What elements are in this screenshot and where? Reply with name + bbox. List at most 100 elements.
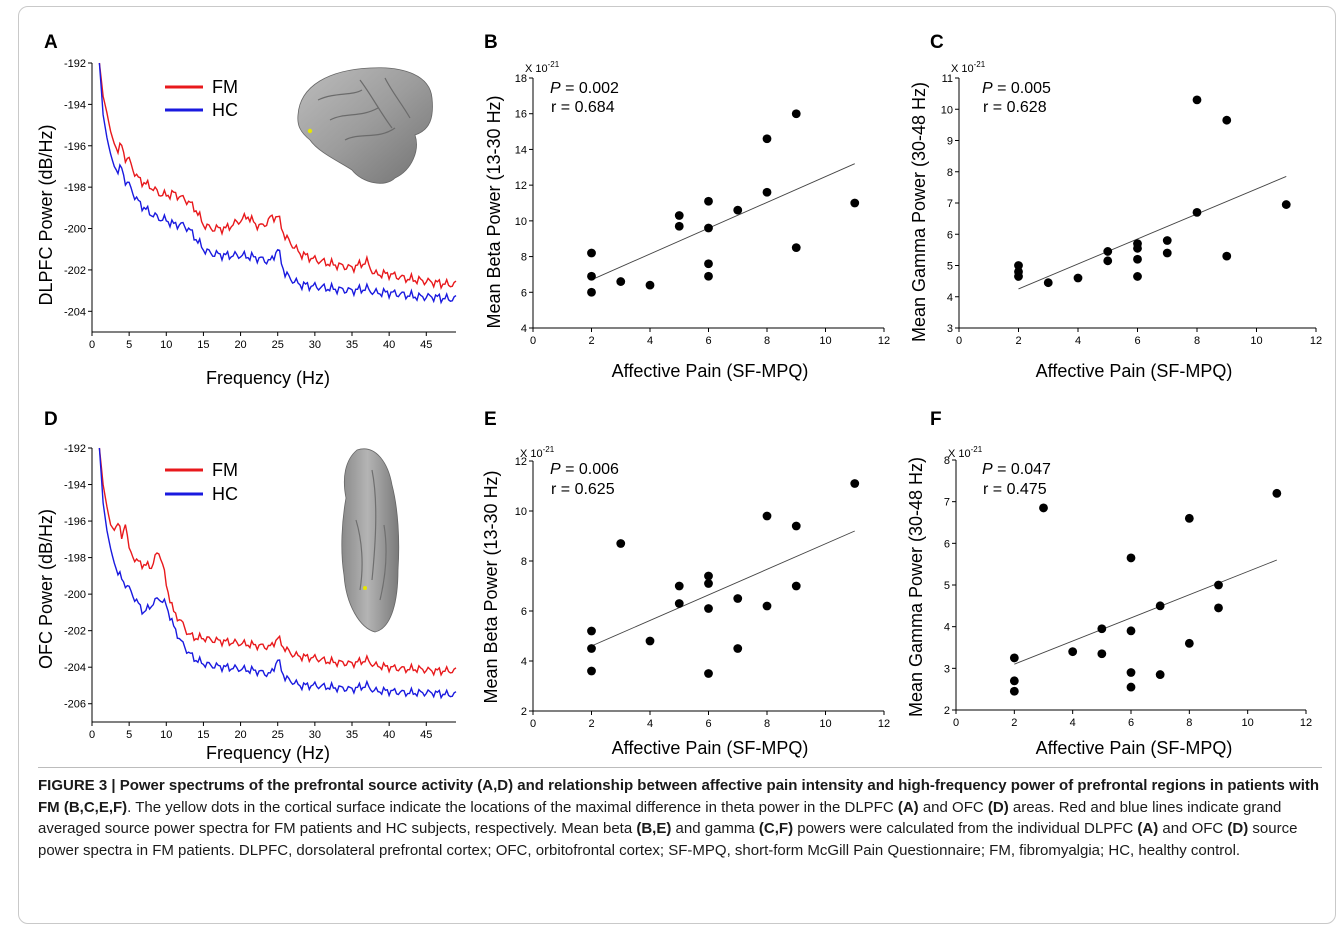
data-point [1068,647,1078,657]
x-tick-label: 4 [1070,717,1076,729]
panel-letter-e: E [484,409,497,430]
data-point [1009,686,1019,696]
x-tick-label: 15 [197,339,209,351]
x-tick-label: 4 [1075,335,1081,347]
data-point [1192,95,1202,105]
x-tick-label: 5 [126,729,132,741]
caption-ref: (D) [1227,820,1249,838]
y-tick-label: 7 [947,198,953,210]
y-tick-label: 2 [944,705,950,717]
y-tick-label: -204 [64,662,86,674]
r-value: r = 0.625 [551,481,615,498]
x-tick-label: 40 [383,729,395,741]
data-point [1184,513,1194,523]
panel-letter-b: B [484,32,498,53]
y-axis-label: Mean Beta Power (13-30 Hz) [481,470,501,703]
x-tick-label: 30 [309,729,321,741]
x-tick-label: 12 [878,335,890,347]
panel-a: A DLPFC Power (dB/Hz) Frequency (Hz) FM … [36,32,433,388]
caption-text: and OFC [918,798,988,816]
data-point [1126,626,1136,636]
data-point [704,579,713,588]
brain-ventral-icon [341,448,400,633]
x-tick-label: 25 [272,339,284,351]
data-point [762,187,772,197]
y-tick-label: 4 [521,656,527,668]
y-tick-label: -200 [64,589,86,601]
y-tick-label: -194 [64,99,86,111]
data-point [587,271,596,281]
data-point [587,287,596,297]
x-tick-label: 12 [1310,335,1322,347]
data-point [704,669,713,678]
data-point [1214,580,1223,590]
data-point [762,134,772,144]
p-value: P = 0.047 [982,461,1051,478]
series-line-hc [98,447,457,700]
y-tick-label: 5 [947,261,953,273]
x-tick-label: 6 [1128,717,1134,729]
y-tick-label: 7 [944,497,950,509]
x-tick-label: 8 [1194,335,1200,347]
y-tick-label: 3 [947,323,953,335]
y-tick-label: 4 [947,292,953,304]
x-tick-label: 4 [647,335,653,347]
y-tick-label: -202 [64,265,86,277]
panel-b: B Mean Beta Power (13-30 Hz) Affective P… [484,32,808,381]
y-tick-label: 2 [521,706,527,718]
y-tick-label: 6 [944,538,950,550]
brain-lateral-icon [297,67,433,184]
x-tick-label: 2 [1015,335,1021,347]
data-point [1184,638,1194,648]
data-point [674,211,684,220]
x-tick-label: 12 [1300,717,1312,729]
caption-text: and gamma [671,820,759,838]
data-point [1009,676,1019,686]
r-value: r = 0.475 [983,481,1047,498]
legend-fm-label: FM [212,77,238,97]
x-tick-label: 6 [705,335,711,347]
x-tick-label: 10 [819,718,831,730]
panel-d: D OFC Power (dB/Hz) Frequency (Hz) FM HC [36,409,400,763]
x-tick-label: 8 [1186,717,1192,729]
legend-fm-label: FM [212,460,238,480]
x-tick-label: 0 [89,729,95,741]
data-point [733,205,743,215]
data-point [704,604,713,613]
data-point [674,221,684,231]
data-point [587,666,596,676]
caption-text: source power spectra in FM patients. DLP… [38,820,1298,859]
data-point [704,223,713,233]
x-tick-label: 8 [764,335,770,347]
y-axis-label: DLPFC Power (dB/Hz) [36,124,56,305]
data-point [704,571,713,581]
y-axis-label: Mean Gamma Power (30-48 Hz) [909,82,929,342]
data-point [587,248,596,258]
data-point [762,511,772,521]
data-point [674,599,684,608]
data-point [1009,653,1019,663]
data-point [674,581,684,591]
caption-text: . The yellow dots in the cortical surfac… [127,798,898,816]
chart-c: 0 2 4 6 8 10 12 3 4 5 6 7 8 9 10 11 [941,73,1322,347]
x-tick-label: 8 [764,718,770,730]
data-point [1073,273,1083,283]
y-axis-label: Mean Gamma Power (30-48 Hz) [906,457,926,717]
x-axis-label: Affective Pain (SF-MPQ) [612,361,809,381]
y-tick-label: 18 [515,73,527,85]
y-tick-label: -198 [64,182,86,194]
y-tick-label: -192 [64,58,86,70]
caption-label: FIGURE 3 | Power spectrums of the prefro… [38,777,1320,816]
x-tick-label: 40 [383,339,395,351]
p-value: P = 0.005 [982,80,1051,97]
y-tick-label: 11 [942,73,953,85]
x-tick-label: 0 [956,335,962,347]
panel-c: C Mean Gamma Power (30-48 Hz) Affective … [909,32,1232,381]
y-tick-label: -192 [64,443,86,455]
x-tick-label: 5 [126,339,132,351]
x-tick-label: 2 [588,718,594,730]
y-tick-label: -206 [64,699,86,711]
y-tick-label: -196 [64,516,86,528]
x-tick-label: 20 [234,729,246,741]
caption-ref: (D) [987,798,1009,816]
